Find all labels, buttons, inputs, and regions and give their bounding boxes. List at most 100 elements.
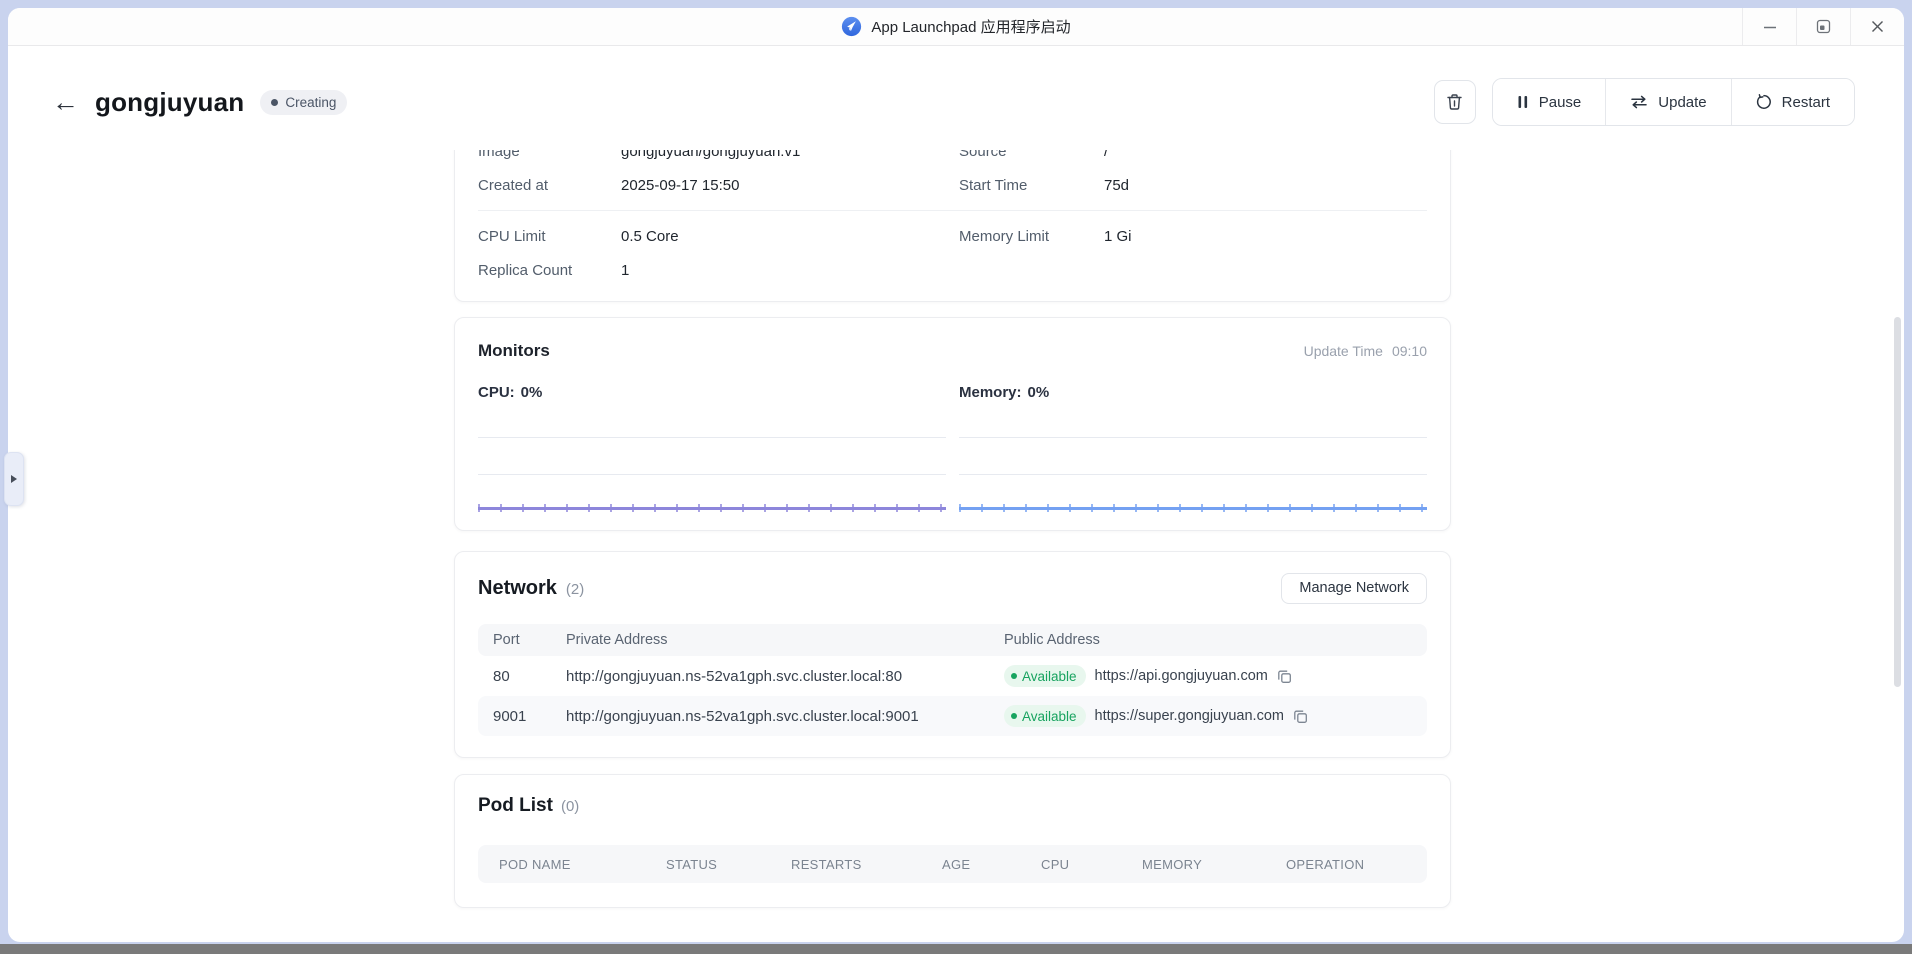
created-at-label: Created at (478, 176, 549, 194)
table-row: 9001 http://gongjuyuan.ns-52va1gph.svc.c… (478, 696, 1427, 736)
copy-icon (1278, 670, 1291, 683)
network-table-header: Port Private Address Public Address (478, 624, 1427, 656)
public-address-cell: Available https://api.gongjuyuan.com (1004, 665, 1427, 687)
gridline (959, 437, 1427, 438)
public-url-link[interactable]: https://api.gongjuyuan.com (1094, 668, 1268, 684)
replica-count-value: 1 (621, 261, 630, 279)
restore-icon (1816, 19, 1831, 34)
public-address-cell: Available https://super.gongjuyuan.com (1004, 705, 1427, 727)
overview-row: Replica Count 1 (478, 253, 1427, 287)
memory-chart-value: 0% (1027, 384, 1050, 401)
status-badge: Creating (260, 89, 348, 115)
memory-limit-value: 1 Gi (1104, 227, 1132, 245)
update-icon (1631, 95, 1648, 109)
monitors-title: Monitors (478, 341, 550, 360)
restarts-column-header: RESTARTS (791, 856, 862, 872)
app-window: App Launchpad 应用程序启动 (8, 8, 1904, 942)
pause-button[interactable]: Pause (1492, 79, 1606, 125)
public-url-link[interactable]: https://super.gongjuyuan.com (1094, 708, 1284, 724)
port-cell: 9001 (493, 707, 527, 725)
pod-list-card: Pod List (0) POD NAME STATUS RESTARTS AG… (454, 774, 1451, 908)
image-value: gongjuyuan/gongjuyuan:v1 (621, 150, 801, 160)
cpu-column-header: CPU (1041, 856, 1070, 872)
scroll-area: Image gongjuyuan/gongjuyuan:v1 Source / … (8, 150, 1904, 942)
age-column-header: AGE (942, 856, 971, 872)
close-icon (1872, 21, 1883, 32)
app-action-group: Pause Update Restart (1491, 78, 1855, 126)
window-controls (1742, 8, 1904, 45)
private-address-cell: http://gongjuyuan.ns-52va1gph.svc.cluste… (566, 667, 903, 685)
memory-chart-plot (959, 415, 1427, 519)
copy-icon (1294, 710, 1307, 723)
cpu-series-line (478, 507, 946, 510)
cpu-limit-label: CPU Limit (478, 227, 546, 245)
restart-button-label: Restart (1781, 93, 1830, 111)
gridline (478, 474, 946, 475)
trash-icon (1447, 94, 1462, 110)
memory-limit-label: Memory Limit (959, 227, 1050, 245)
network-table: Port Private Address Public Address 80 h… (478, 624, 1427, 736)
minimize-icon (1763, 26, 1776, 28)
source-label: Source (959, 150, 1007, 160)
restart-button[interactable]: Restart (1730, 79, 1854, 125)
close-button[interactable] (1850, 8, 1904, 45)
delete-button[interactable] (1433, 80, 1476, 124)
available-badge: Available (1004, 665, 1086, 687)
back-button[interactable]: ← (52, 86, 79, 117)
start-time-label: Start Time (959, 176, 1028, 194)
pause-button-label: Pause (1538, 93, 1582, 111)
pod-name-column-header: POD NAME (499, 856, 571, 872)
status-column-header: STATUS (666, 856, 718, 872)
cpu-chart-plot (478, 415, 946, 519)
public-address-column-header: Public Address (1004, 632, 1100, 648)
update-button-label: Update (1658, 93, 1707, 111)
cpu-chart: CPU: 0% (478, 384, 946, 519)
overview-row: Created at 2025-09-17 15:50 Start Time 7… (478, 168, 1427, 202)
monitors-card: Monitors Update Time 09:10 CPU: 0% (454, 317, 1451, 531)
pod-table-header: POD NAME STATUS RESTARTS AGE CPU MEMORY … (478, 845, 1427, 883)
cpu-chart-value: 0% (520, 384, 543, 401)
titlebar-title: App Launchpad 应用程序启动 (871, 19, 1071, 36)
pod-list-count: (0) (560, 798, 580, 815)
status-badge-label: Creating (285, 94, 337, 110)
port-column-header: Port (493, 632, 520, 648)
minimize-button[interactable] (1742, 8, 1796, 45)
copy-url-button[interactable] (1277, 669, 1292, 684)
overview-row: CPU Limit 0.5 Core Memory Limit 1 Gi (478, 219, 1427, 253)
restore-button[interactable] (1796, 8, 1850, 45)
copy-url-button[interactable] (1293, 709, 1308, 724)
replica-count-label: Replica Count (478, 261, 573, 279)
restart-icon (1756, 94, 1771, 109)
table-row: 80 http://gongjuyuan.ns-52va1gph.svc.clu… (478, 656, 1427, 696)
available-dot-icon (1011, 673, 1017, 679)
cpu-chart-label: CPU: (478, 384, 515, 401)
overview-row: Image gongjuyuan/gongjuyuan:v1 Source / (478, 150, 1427, 168)
pod-list-title: Pod List (478, 795, 553, 816)
image-label: Image (478, 150, 520, 160)
page-title: gongjuyuan (95, 86, 245, 117)
operation-column-header: OPERATION (1286, 856, 1365, 872)
scrollbar[interactable] (1894, 317, 1901, 687)
private-address-cell: http://gongjuyuan.ns-52va1gph.svc.cluste… (566, 707, 919, 725)
memory-chart: Memory: 0% (959, 384, 1427, 519)
memory-series-line (959, 507, 1427, 510)
divider (478, 210, 1427, 211)
start-time-value: 75d (1104, 176, 1130, 194)
available-badge: Available (1004, 705, 1086, 727)
gridline (478, 437, 946, 438)
source-value: / (1104, 150, 1109, 160)
network-count: (2) (565, 580, 585, 598)
network-title: Network (478, 576, 557, 599)
network-card: Network (2) Manage Network Port Private … (454, 551, 1451, 758)
created-at-value: 2025-09-17 15:50 (621, 176, 740, 194)
manage-network-button[interactable]: Manage Network (1281, 572, 1427, 604)
chevron-right-icon (11, 475, 17, 483)
available-dot-icon (1011, 713, 1017, 719)
memory-chart-label: Memory: (959, 384, 1022, 401)
update-button[interactable]: Update (1605, 79, 1731, 125)
overview-card: Image gongjuyuan/gongjuyuan:v1 Source / … (454, 150, 1451, 302)
memory-column-header: MEMORY (1142, 856, 1203, 872)
expand-drawer-handle[interactable] (4, 452, 24, 506)
bottom-bar (0, 944, 1912, 954)
